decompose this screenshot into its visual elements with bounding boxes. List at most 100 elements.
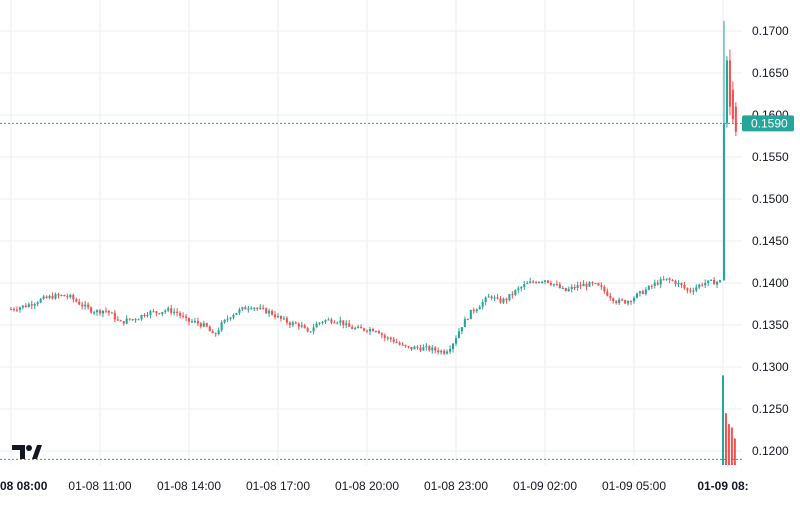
candle-body xyxy=(389,337,392,340)
candle xyxy=(202,320,205,328)
candle xyxy=(374,330,377,333)
candle xyxy=(211,329,214,334)
candle-body xyxy=(66,296,69,298)
candle xyxy=(18,306,21,313)
candle xyxy=(72,293,75,303)
candle xyxy=(282,315,285,321)
candle-body xyxy=(107,310,110,313)
candle-body xyxy=(333,322,336,324)
candle-body xyxy=(193,320,196,322)
candle-body xyxy=(398,342,401,345)
candle xyxy=(134,317,137,323)
candle xyxy=(487,293,490,298)
candle-body xyxy=(232,314,235,318)
candle-body xyxy=(113,312,116,320)
candle xyxy=(698,283,701,290)
candle xyxy=(579,281,582,289)
candle-body xyxy=(72,294,75,300)
candle xyxy=(635,292,639,299)
candle-body xyxy=(416,346,419,348)
candle-body xyxy=(143,315,146,317)
candle-body xyxy=(561,287,564,289)
candle-body xyxy=(42,296,45,299)
candle-body xyxy=(523,284,526,288)
candle xyxy=(357,324,360,329)
candle-body xyxy=(624,300,627,304)
candle-body xyxy=(161,312,164,314)
candle-body xyxy=(647,285,650,290)
grid xyxy=(0,0,742,465)
candle-body xyxy=(271,310,274,315)
x-tick-label: 01-09 08: xyxy=(697,479,748,493)
candle xyxy=(196,317,199,327)
tradingview-logo-icon[interactable] xyxy=(12,445,42,459)
candle xyxy=(416,345,419,350)
candle-body xyxy=(208,326,211,332)
candle-body xyxy=(330,319,333,323)
candle-body xyxy=(368,329,372,332)
candle xyxy=(425,343,428,351)
candle xyxy=(606,288,609,297)
candle-body xyxy=(710,279,713,281)
candle xyxy=(69,293,72,299)
candle xyxy=(226,315,229,322)
candle xyxy=(582,280,585,287)
candle-body xyxy=(179,313,182,316)
candle-body xyxy=(241,307,244,310)
candle-body xyxy=(21,305,24,308)
candle xyxy=(597,282,600,286)
y-tick-label: 0.1200 xyxy=(752,444,789,458)
candle-body xyxy=(279,315,283,319)
candle xyxy=(143,313,146,318)
candle-body xyxy=(395,341,398,343)
candle xyxy=(232,313,235,320)
candle xyxy=(98,308,102,316)
candle xyxy=(348,319,351,327)
candle-body xyxy=(662,279,665,281)
candle-body xyxy=(413,346,416,350)
candle-body xyxy=(238,309,241,314)
time-axis[interactable]: 08 08:00 01-08 11:00 01-08 14:00 01-08 17:0… xyxy=(0,479,749,493)
candle xyxy=(443,349,446,356)
candle-body xyxy=(692,290,695,292)
last-price-tag: 0.1590 xyxy=(742,115,794,132)
candle-body xyxy=(419,347,422,351)
candle-body xyxy=(629,301,633,303)
candle xyxy=(446,349,449,355)
candle xyxy=(318,322,321,326)
candle xyxy=(362,327,366,332)
plot-area[interactable] xyxy=(0,20,742,465)
candle xyxy=(21,305,24,310)
candle xyxy=(173,308,176,316)
candle xyxy=(529,277,532,284)
candle-body xyxy=(701,284,704,286)
candle xyxy=(383,333,386,342)
candle-body xyxy=(454,338,458,344)
candle-body xyxy=(585,283,588,287)
candle-body xyxy=(12,309,16,311)
candle-body xyxy=(229,317,232,319)
candle-body xyxy=(734,106,737,132)
candle-body xyxy=(371,329,374,332)
price-axis[interactable]: 0.17000.16500.16000.15500.15000.14500.14… xyxy=(752,24,789,458)
candle-body xyxy=(374,330,377,332)
candle xyxy=(674,279,677,287)
candle-body xyxy=(104,310,107,312)
candle xyxy=(268,308,271,317)
candle xyxy=(656,279,659,286)
candle-body xyxy=(95,310,99,313)
candle xyxy=(113,309,116,323)
candle xyxy=(731,81,734,124)
candle-body xyxy=(591,282,594,284)
candle xyxy=(190,318,194,324)
candle xyxy=(650,284,653,290)
candle-body xyxy=(609,295,612,299)
candle xyxy=(170,304,173,316)
candle xyxy=(413,345,416,350)
candle-body xyxy=(668,278,671,281)
volume-bars xyxy=(722,375,736,465)
candle xyxy=(297,322,300,331)
candle xyxy=(440,349,443,355)
